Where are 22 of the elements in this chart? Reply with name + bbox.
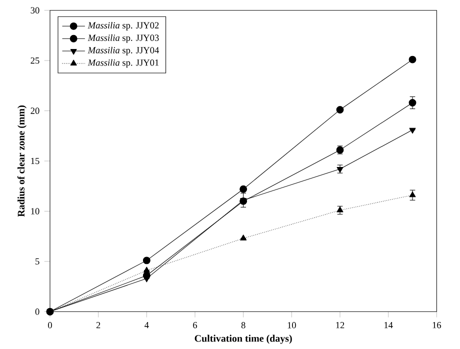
x-tick-label: 14 (384, 322, 393, 328)
x-tick-label: 6 (193, 322, 198, 328)
x-tick-label: 16 (432, 322, 442, 328)
y-tick-label: 30 (30, 7, 40, 14)
x-axis-title: Cultivation time (days) (194, 334, 292, 344)
legend-label: Massilia sp. JJY03 (88, 34, 159, 43)
x-tick-label: 4 (144, 322, 149, 328)
x-tick-label: 10 (288, 322, 296, 328)
legend-label: Massilia sp. JJY04 (88, 46, 159, 56)
y-tick-label: 25 (30, 57, 40, 64)
x-tick-label: 8 (241, 322, 246, 328)
legend-label: Massilia sp. JJY01 (88, 59, 159, 68)
y-axis-title: Radius of clear zone (mm) (17, 106, 27, 217)
legend-label: Massilia sp. JJY02 (88, 22, 159, 30)
x-tick-label: 12 (336, 322, 344, 328)
y-tick-label: 5 (36, 258, 40, 265)
y-tick-label: 10 (31, 208, 40, 214)
y-tick-label: 20 (30, 108, 40, 114)
y-tick-label: 0 (35, 308, 40, 315)
x-tick-label: 0 (48, 322, 52, 328)
y-tick-label: 15 (31, 158, 40, 164)
x-tick-label: 2 (96, 322, 100, 328)
